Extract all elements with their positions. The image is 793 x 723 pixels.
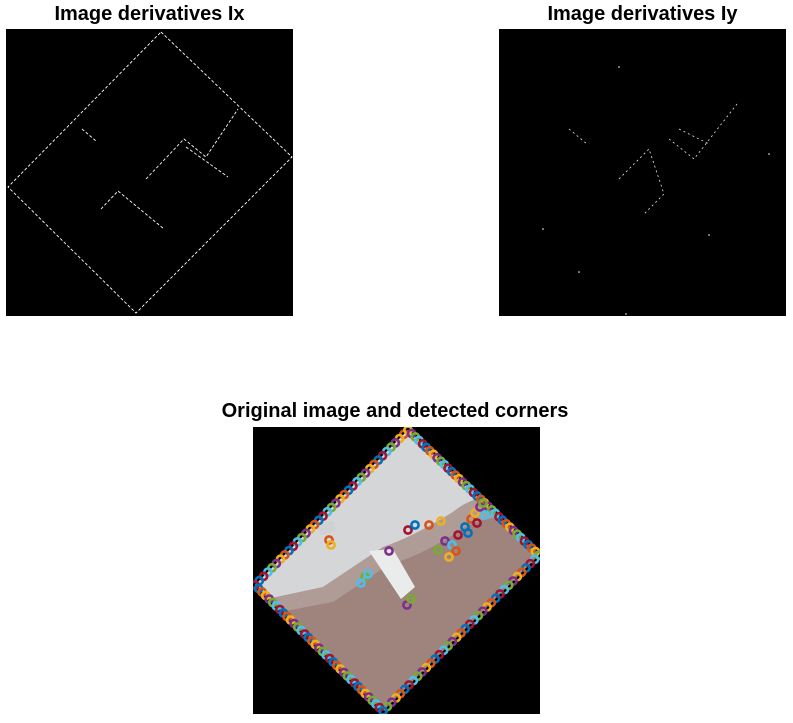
iy-small-edge <box>568 128 588 145</box>
corner-marker <box>403 525 413 535</box>
corner-marker <box>463 528 473 538</box>
corner-marker <box>424 520 434 530</box>
iy-sparse-dots <box>542 66 770 315</box>
corner-marker <box>433 545 443 555</box>
panel-title-corners: Original image and detected corners <box>221 400 569 422</box>
corner-marker <box>406 594 416 604</box>
panel-title-ix: Image derivatives Ix <box>54 3 245 25</box>
wall-fixture <box>317 520 337 536</box>
corner-marker <box>478 498 488 508</box>
ix-box-edge <box>100 190 165 230</box>
iy-small-edge-2 <box>678 128 710 145</box>
iy-object-edge <box>668 103 738 160</box>
corner-marker <box>363 569 373 579</box>
corner-markers <box>253 427 540 714</box>
corner-marker <box>480 510 490 520</box>
corner-marker <box>356 578 366 588</box>
iy-image <box>499 29 786 316</box>
corner-marker <box>444 552 454 562</box>
corner-marker <box>410 520 420 530</box>
corner-marker <box>440 536 450 546</box>
ix-rotated-border <box>7 31 293 314</box>
corner-marker <box>384 546 394 556</box>
original-photo <box>253 427 540 714</box>
corner-marker <box>378 706 388 714</box>
iy-box-edge <box>618 148 665 215</box>
corner-marker <box>436 516 446 526</box>
iy-edges <box>542 66 770 315</box>
ix-object-edge-2 <box>185 146 229 178</box>
corner-marker <box>472 518 482 528</box>
ix-edges <box>7 31 293 314</box>
corner-marker <box>451 546 461 556</box>
original-image <box>253 427 540 714</box>
ix-small-edge <box>81 128 97 142</box>
ix-object-edge <box>145 108 239 180</box>
corner-marker <box>326 540 336 550</box>
corner-marker <box>470 508 480 518</box>
ix-image <box>6 29 293 316</box>
panel-title-iy: Image derivatives Iy <box>547 3 738 25</box>
corner-marker <box>453 530 463 540</box>
white-box <box>369 549 415 599</box>
